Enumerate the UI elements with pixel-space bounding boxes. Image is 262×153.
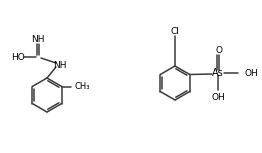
Text: OH: OH: [211, 93, 225, 103]
Text: CH₃: CH₃: [75, 82, 90, 91]
Text: OH: OH: [244, 69, 258, 78]
Text: HO: HO: [11, 52, 25, 62]
Text: NH: NH: [31, 34, 45, 43]
Text: NH: NH: [53, 60, 67, 69]
Text: Cl: Cl: [171, 26, 179, 35]
Text: O: O: [216, 45, 222, 54]
Text: As: As: [212, 68, 224, 78]
